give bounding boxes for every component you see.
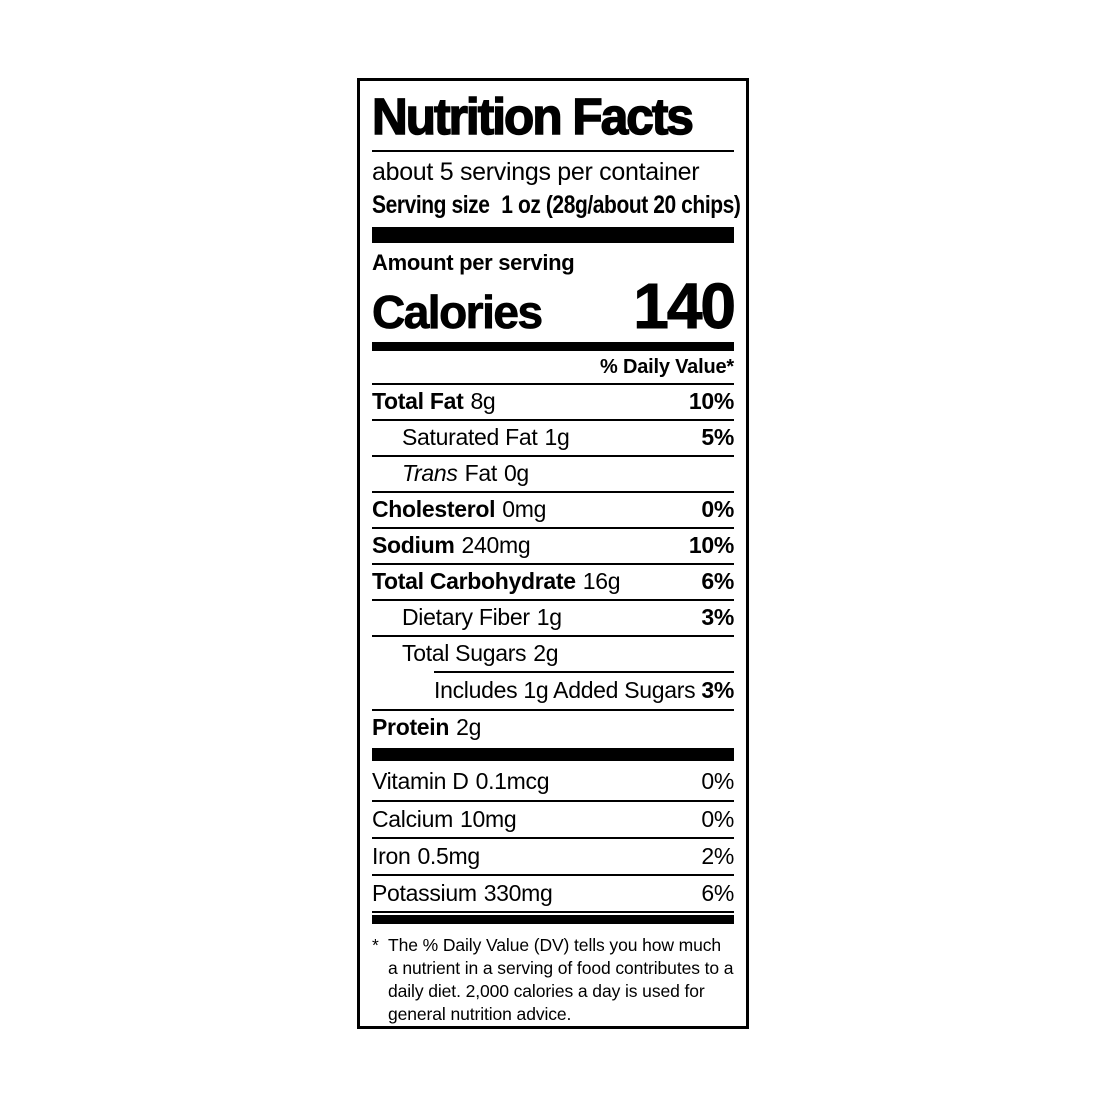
nutrient-name: Sodium	[372, 532, 455, 559]
nutrient-dv: 0%	[701, 496, 734, 523]
divider-bar-medium	[372, 914, 734, 924]
footnote-asterisk: *	[372, 934, 379, 955]
divider-thin	[372, 150, 734, 153]
nutrient-row-total-sugars: Total Sugars 2g	[372, 634, 734, 671]
nutrient-name: Protein	[372, 714, 450, 741]
micronutrient-name-group: Iron 0.5mg	[372, 843, 480, 870]
nutrient-name: Includes 1g Added Sugars	[434, 677, 696, 704]
nutrient-name: Total Sugars	[402, 640, 527, 667]
nutrient-amount: 2g	[533, 640, 559, 667]
serving-size-label: Serving size	[372, 191, 490, 220]
nutrient-name-group: Sodium 240mg	[372, 532, 531, 559]
micronutrient-name: Vitamin D	[372, 767, 469, 794]
nutrition-facts-label: Nutrition Facts about 5 servings per con…	[357, 78, 749, 1029]
micronutrient-row-iron: Iron 0.5mg 2%	[372, 836, 734, 874]
nutrient-row-sodium: Sodium 240mg 10%	[372, 526, 734, 563]
nutrient-row-total-carbohydrate: Total Carbohydrate 16g 6%	[372, 562, 734, 599]
nutrient-amount: 2g	[456, 714, 482, 741]
nutrient-dv: 3%	[701, 604, 734, 631]
micronutrient-row-vitamin-d: Vitamin D 0.1mcg 0%	[372, 763, 734, 800]
nutrient-dv: 10%	[688, 388, 734, 415]
micronutrient-amount: 330mg	[483, 879, 553, 906]
nutrient-name: Saturated Fat	[402, 424, 538, 451]
nutrient-name-italic: Trans	[402, 460, 458, 487]
micronutrient-name-group: Potassium 330mg	[372, 880, 553, 907]
nutrient-dv: 5%	[701, 424, 734, 451]
divider-thin	[372, 910, 734, 913]
nutrient-name: Total Fat	[372, 388, 464, 415]
nutrient-name-group: Total Sugars 2g	[372, 640, 559, 667]
nutrient-name-group: Protein 2g	[372, 714, 481, 741]
nutrient-row-total-fat: Total Fat 8g 10%	[372, 382, 734, 419]
nutrient-name: Cholesterol	[372, 496, 496, 523]
nutrient-name-group: Dietary Fiber 1g	[372, 604, 562, 631]
micronutrient-amount: 10mg	[459, 805, 517, 832]
nutrient-row-saturated-fat: Saturated Fat 1g 5%	[372, 418, 734, 455]
nutrient-row-cholesterol: Cholesterol 0mg 0%	[372, 490, 734, 527]
nutrient-amount: 16g	[582, 568, 621, 595]
footnote-text: The % Daily Value (DV) tells you how muc…	[388, 934, 734, 1024]
nutrient-dv: 6%	[701, 568, 734, 595]
divider-bar-medium	[372, 341, 734, 351]
nutrient-name-group: Total Carbohydrate 16g	[372, 568, 621, 595]
calories-row: Calories 140	[372, 270, 737, 343]
nutrient-dv: 3%	[701, 677, 734, 704]
nutrient-name: Total Carbohydrate	[372, 568, 576, 595]
nutrient-row-protein: Protein 2g	[372, 708, 734, 745]
micronutrient-dv: 6%	[701, 879, 734, 906]
nutrient-amount: 0g	[503, 460, 529, 487]
nutrient-amount: 240mg	[461, 532, 531, 559]
nutrient-amount: 1g	[544, 424, 570, 451]
nutrient-dv: 10%	[688, 532, 734, 559]
serving-size-row: Serving size 1 oz (28g/about 20 chips)	[372, 189, 741, 221]
micronutrient-amount: 0.1mcg	[475, 767, 550, 794]
nutrient-amount: 8g	[470, 388, 496, 415]
servings-per-container: about 5 servings per container	[372, 158, 700, 187]
micronutrient-dv: 0%	[701, 767, 734, 794]
daily-value-header: % Daily Value*	[600, 355, 734, 378]
nutrient-row-added-sugars: Includes 1g Added Sugars 3%	[372, 673, 734, 709]
nutrient-name-group: Trans Fat 0g	[372, 460, 529, 487]
calories-label: Calories	[372, 285, 544, 338]
divider-thin-indented	[434, 670, 734, 673]
nutrient-name-group: Total Fat 8g	[372, 388, 496, 415]
nutrient-name-group: Includes 1g Added Sugars	[372, 677, 696, 704]
nutrient-name-group: Saturated Fat 1g	[372, 424, 570, 451]
daily-value-footnote: * The % Daily Value (DV) tells you how m…	[372, 934, 734, 1026]
micronutrient-name: Calcium	[372, 805, 453, 832]
calories-value: 140	[633, 270, 737, 343]
label-title: Nutrition Facts	[371, 88, 694, 145]
micronutrient-dv: 0%	[701, 805, 734, 832]
nutrient-row-trans-fat: Trans Fat 0g	[372, 454, 734, 491]
micronutrient-name: Iron	[372, 842, 411, 869]
micronutrient-row-calcium: Calcium 10mg 0%	[372, 799, 734, 837]
divider-bar-thick	[372, 747, 734, 761]
nutrient-amount: 1g	[536, 604, 562, 631]
nutrient-amount: 0mg	[502, 496, 547, 523]
micronutrient-row-potassium: Potassium 330mg 6%	[372, 873, 734, 911]
micronutrient-name-group: Calcium 10mg	[372, 805, 517, 833]
serving-size-value: 1 oz (28g/about 20 chips)	[501, 191, 741, 220]
micronutrient-amount: 0.5mg	[417, 842, 480, 869]
nutrient-row-dietary-fiber: Dietary Fiber 1g 3%	[372, 598, 734, 635]
nutrient-name: Fat	[464, 460, 498, 487]
micronutrient-dv: 2%	[701, 842, 734, 869]
nutrient-name: Dietary Fiber	[402, 604, 530, 631]
micronutrient-name: Potassium	[372, 879, 477, 906]
nutrient-name-group: Cholesterol 0mg	[372, 496, 546, 523]
amount-per-serving-label: Amount per serving	[372, 250, 575, 276]
divider-bar-thick	[372, 227, 734, 244]
micronutrient-name-group: Vitamin D 0.1mcg	[372, 767, 550, 795]
